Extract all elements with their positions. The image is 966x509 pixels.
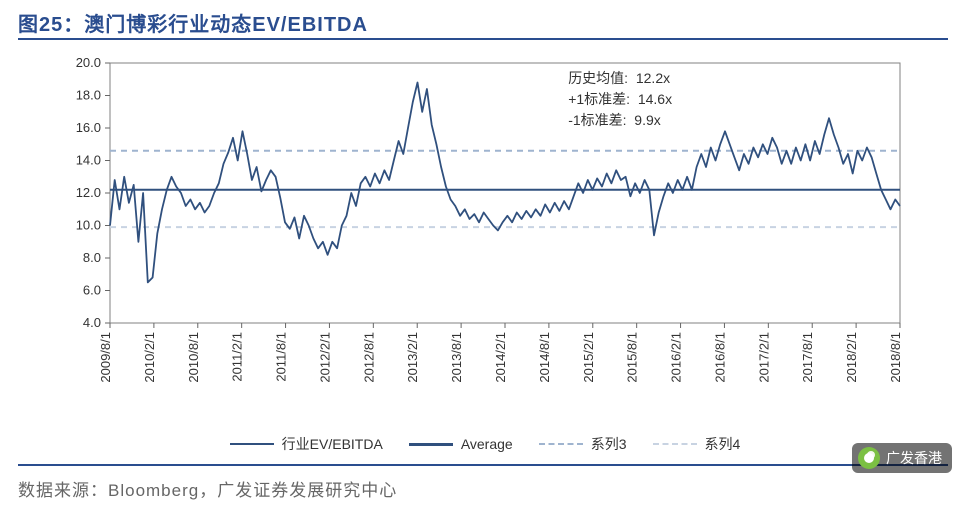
svg-text:2013/8/1: 2013/8/1 [449,332,464,383]
svg-text:12.0: 12.0 [76,185,101,200]
svg-text:2012/2/1: 2012/2/1 [317,332,332,383]
svg-text:2015/8/1: 2015/8/1 [625,332,640,383]
chart-svg: 4.0 6.0 8.0 10.0 12.0 14.0 16.0 18.0 20.0 2009/8/… [60,55,910,395]
svg-text:2010/2/1: 2010/2/1 [142,332,157,383]
legend-item: 行业EV/EBITDA [230,434,383,454]
watermark-text: 广发香港 [886,448,942,468]
svg-text:2009/8/1: 2009/8/1 [98,332,113,383]
svg-text:2018/8/1: 2018/8/1 [888,332,903,383]
svg-text:2016/2/1: 2016/2/1 [669,332,684,383]
legend-label: 系列4 [705,434,741,454]
svg-text:14.0: 14.0 [76,153,101,168]
svg-text:10.0: 10.0 [76,218,101,233]
stats-annotation: 历史均值: 12.2x +1标准差: 14.6x -1标准差: 9.9x [568,68,672,131]
watermark: 广发香港 [852,443,952,473]
svg-text:2017/2/1: 2017/2/1 [756,332,771,383]
svg-text:2012/8/1: 2012/8/1 [361,332,376,383]
svg-text:2011/2/1: 2011/2/1 [230,332,245,382]
svg-text:16.0: 16.0 [76,120,101,135]
legend-item: 系列4 [653,434,741,454]
svg-text:2014/2/1: 2014/2/1 [493,332,508,383]
chart-legend: 行业EV/EBITDA Average 系列3 系列4 [60,432,910,456]
svg-text:2011/8/1: 2011/8/1 [274,332,289,382]
legend-label: Average [461,436,513,452]
legend-item: 系列3 [539,434,627,454]
svg-text:2014/8/1: 2014/8/1 [537,332,552,383]
figure-container: 图25：澳门博彩行业动态EV/EBITDA 4.0 6.0 8.0 10.0 12.0 1… [0,0,966,509]
svg-text:2010/8/1: 2010/8/1 [186,332,201,383]
svg-text:8.0: 8.0 [83,250,101,265]
svg-text:20.0: 20.0 [76,55,101,70]
legend-swatch [409,443,453,446]
bottom-rule [18,464,948,466]
legend-label: 行业EV/EBITDA [282,434,383,454]
legend-item: Average [409,436,513,452]
wechat-icon [858,447,880,469]
data-source: 数据来源：Bloomberg，广发证券发展研究中心 [18,476,397,501]
svg-text:2013/2/1: 2013/2/1 [405,332,420,383]
title-underline [18,38,948,40]
legend-swatch [230,443,274,445]
svg-text:6.0: 6.0 [83,283,101,298]
svg-text:2018/2/1: 2018/2/1 [844,332,859,383]
legend-swatch [539,443,583,445]
svg-text:2015/2/1: 2015/2/1 [581,332,596,383]
svg-text:2017/8/1: 2017/8/1 [800,332,815,383]
svg-text:4.0: 4.0 [83,315,101,330]
svg-text:2016/8/1: 2016/8/1 [712,332,727,383]
svg-text:18.0: 18.0 [76,88,101,103]
legend-label: 系列3 [591,434,627,454]
figure-title: 图25：澳门博彩行业动态EV/EBITDA [18,14,368,36]
legend-swatch [653,443,697,445]
chart-plot: 4.0 6.0 8.0 10.0 12.0 14.0 16.0 18.0 20.0 2009/8/… [60,55,910,395]
